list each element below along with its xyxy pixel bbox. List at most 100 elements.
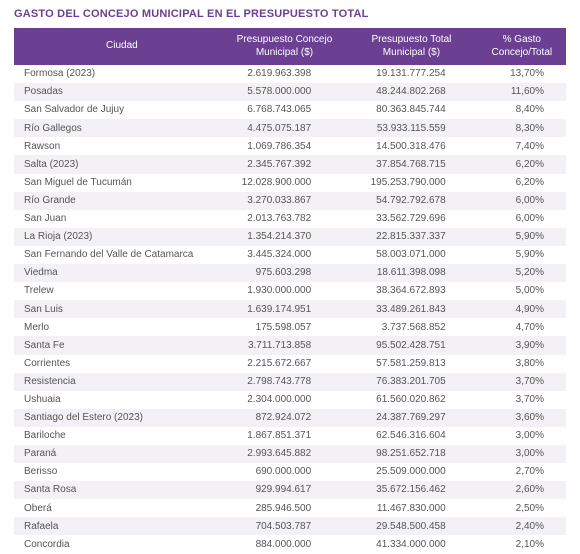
cell-pct: 6,00%: [478, 192, 566, 210]
cell-budget-total: 18.611.398.098: [345, 264, 477, 282]
table-row: Trelew1.930.000.00038.364.672.8935,00%: [14, 282, 566, 300]
cell-pct: 13,70%: [478, 65, 566, 83]
cell-budget-council: 690.000.000: [224, 463, 345, 481]
table-row: Corrientes2.215.672.66757.581.259.8133,8…: [14, 355, 566, 373]
cell-pct: 3,00%: [478, 427, 566, 445]
cell-budget-council: 2.345.767.392: [224, 155, 345, 173]
cell-budget-council: 3.445.324.000: [224, 246, 345, 264]
cell-budget-council: 1.867.851.371: [224, 427, 345, 445]
table-row: Merlo175.598.0573.737.568.8524,70%: [14, 318, 566, 336]
cell-city: San Miguel de Tucumán: [14, 174, 224, 192]
table-row: Rawson1.069.786.35414.500.318.4767,40%: [14, 137, 566, 155]
cell-budget-council: 1.639.174.951: [224, 300, 345, 318]
table-row: Bariloche1.867.851.37162.546.316.6043,00…: [14, 427, 566, 445]
table-row: Concordia884.000.00041.334.000.0002,10%: [14, 535, 566, 553]
table-row: San Salvador de Jujuy6.768.743.06580.363…: [14, 101, 566, 119]
table-body: Formosa (2023)2.619.963.39819.131.777.25…: [14, 65, 566, 554]
cell-budget-total: 25.509.000.000: [345, 463, 477, 481]
col-header-budget-council: Presupuesto Concejo Municipal ($): [224, 28, 345, 65]
cell-budget-council: 285.946.500: [224, 499, 345, 517]
cell-city: Resistencia: [14, 373, 224, 391]
cell-pct: 6,20%: [478, 155, 566, 173]
cell-budget-council: 1.069.786.354: [224, 137, 345, 155]
budget-table: Ciudad Presupuesto Concejo Municipal ($)…: [14, 28, 566, 554]
table-row: Posadas5.578.000.00048.244.802.26811,60%: [14, 83, 566, 101]
cell-pct: 3,60%: [478, 409, 566, 427]
cell-pct: 7,40%: [478, 137, 566, 155]
cell-city: San Juan: [14, 210, 224, 228]
cell-budget-total: 54.792.792.678: [345, 192, 477, 210]
cell-budget-council: 2.013.763.782: [224, 210, 345, 228]
table-row: Santa Fe3.711.713.85895.502.428.7513,90%: [14, 336, 566, 354]
cell-budget-council: 884.000.000: [224, 535, 345, 553]
cell-city: Formosa (2023): [14, 65, 224, 83]
cell-budget-council: 175.598.057: [224, 318, 345, 336]
cell-city: Paraná: [14, 445, 224, 463]
table-row: Río Gallegos4.475.075.18753.933.115.5598…: [14, 119, 566, 137]
cell-budget-council: 929.994.617: [224, 481, 345, 499]
cell-pct: 11,60%: [478, 83, 566, 101]
cell-pct: 3,70%: [478, 373, 566, 391]
table-row: Santa Rosa929.994.61735.672.156.4622,60%: [14, 481, 566, 499]
table-row: Paraná2.993.645.88298.251.652.7183,00%: [14, 445, 566, 463]
cell-city: Río Gallegos: [14, 119, 224, 137]
cell-budget-council: 12.028.900.000: [224, 174, 345, 192]
table-row: San Juan2.013.763.78233.562.729.6966,00%: [14, 210, 566, 228]
col-header-pct: % Gasto Concejo/Total: [478, 28, 566, 65]
cell-budget-total: 195.253.790.000: [345, 174, 477, 192]
cell-city: Rawson: [14, 137, 224, 155]
cell-city: Río Grande: [14, 192, 224, 210]
table-row: San Fernando del Valle de Catamarca3.445…: [14, 246, 566, 264]
cell-budget-total: 57.581.259.813: [345, 355, 477, 373]
cell-budget-total: 14.500.318.476: [345, 137, 477, 155]
cell-city: Bariloche: [14, 427, 224, 445]
cell-city: San Luis: [14, 300, 224, 318]
cell-budget-total: 76.383.201.705: [345, 373, 477, 391]
cell-city: Santiago del Estero (2023): [14, 409, 224, 427]
cell-budget-total: 61.560.020.862: [345, 391, 477, 409]
cell-pct: 5,20%: [478, 264, 566, 282]
cell-pct: 8,40%: [478, 101, 566, 119]
cell-city: Salta (2023): [14, 155, 224, 173]
cell-city: Viedma: [14, 264, 224, 282]
cell-budget-council: 975.603.298: [224, 264, 345, 282]
cell-pct: 3,80%: [478, 355, 566, 373]
cell-budget-total: 11.467.830.000: [345, 499, 477, 517]
cell-budget-total: 33.562.729.696: [345, 210, 477, 228]
cell-budget-total: 98.251.652.718: [345, 445, 477, 463]
cell-city: Ushuaia: [14, 391, 224, 409]
cell-city: Merlo: [14, 318, 224, 336]
cell-budget-council: 2.215.672.667: [224, 355, 345, 373]
cell-pct: 3,90%: [478, 336, 566, 354]
cell-budget-total: 24.387.769.297: [345, 409, 477, 427]
cell-city: Concordia: [14, 535, 224, 553]
cell-budget-total: 38.364.672.893: [345, 282, 477, 300]
table-row: San Miguel de Tucumán12.028.900.000195.2…: [14, 174, 566, 192]
cell-budget-council: 6.768.743.065: [224, 101, 345, 119]
cell-pct: 2,60%: [478, 481, 566, 499]
cell-budget-total: 62.546.316.604: [345, 427, 477, 445]
cell-budget-council: 2.993.645.882: [224, 445, 345, 463]
cell-budget-council: 2.304.000.000: [224, 391, 345, 409]
cell-budget-council: 4.475.075.187: [224, 119, 345, 137]
cell-budget-total: 80.363.845.744: [345, 101, 477, 119]
cell-budget-council: 2.619.963.398: [224, 65, 345, 83]
cell-pct: 2,70%: [478, 463, 566, 481]
cell-pct: 6,00%: [478, 210, 566, 228]
cell-budget-total: 22.815.337.337: [345, 228, 477, 246]
cell-pct: 4,70%: [478, 318, 566, 336]
table-row: Berisso690.000.00025.509.000.0002,70%: [14, 463, 566, 481]
cell-budget-council: 872.924.072: [224, 409, 345, 427]
cell-pct: 5,90%: [478, 246, 566, 264]
cell-pct: 5,00%: [478, 282, 566, 300]
table-row: Formosa (2023)2.619.963.39819.131.777.25…: [14, 65, 566, 83]
table-row: Río Grande3.270.033.86754.792.792.6786,0…: [14, 192, 566, 210]
table-row: San Luis1.639.174.95133.489.261.8434,90%: [14, 300, 566, 318]
cell-city: Berisso: [14, 463, 224, 481]
cell-budget-total: 3.737.568.852: [345, 318, 477, 336]
cell-pct: 4,90%: [478, 300, 566, 318]
table-row: Santiago del Estero (2023)872.924.07224.…: [14, 409, 566, 427]
table-row: Viedma975.603.29818.611.398.0985,20%: [14, 264, 566, 282]
table-row: Oberá285.946.50011.467.830.0002,50%: [14, 499, 566, 517]
cell-pct: 6,20%: [478, 174, 566, 192]
